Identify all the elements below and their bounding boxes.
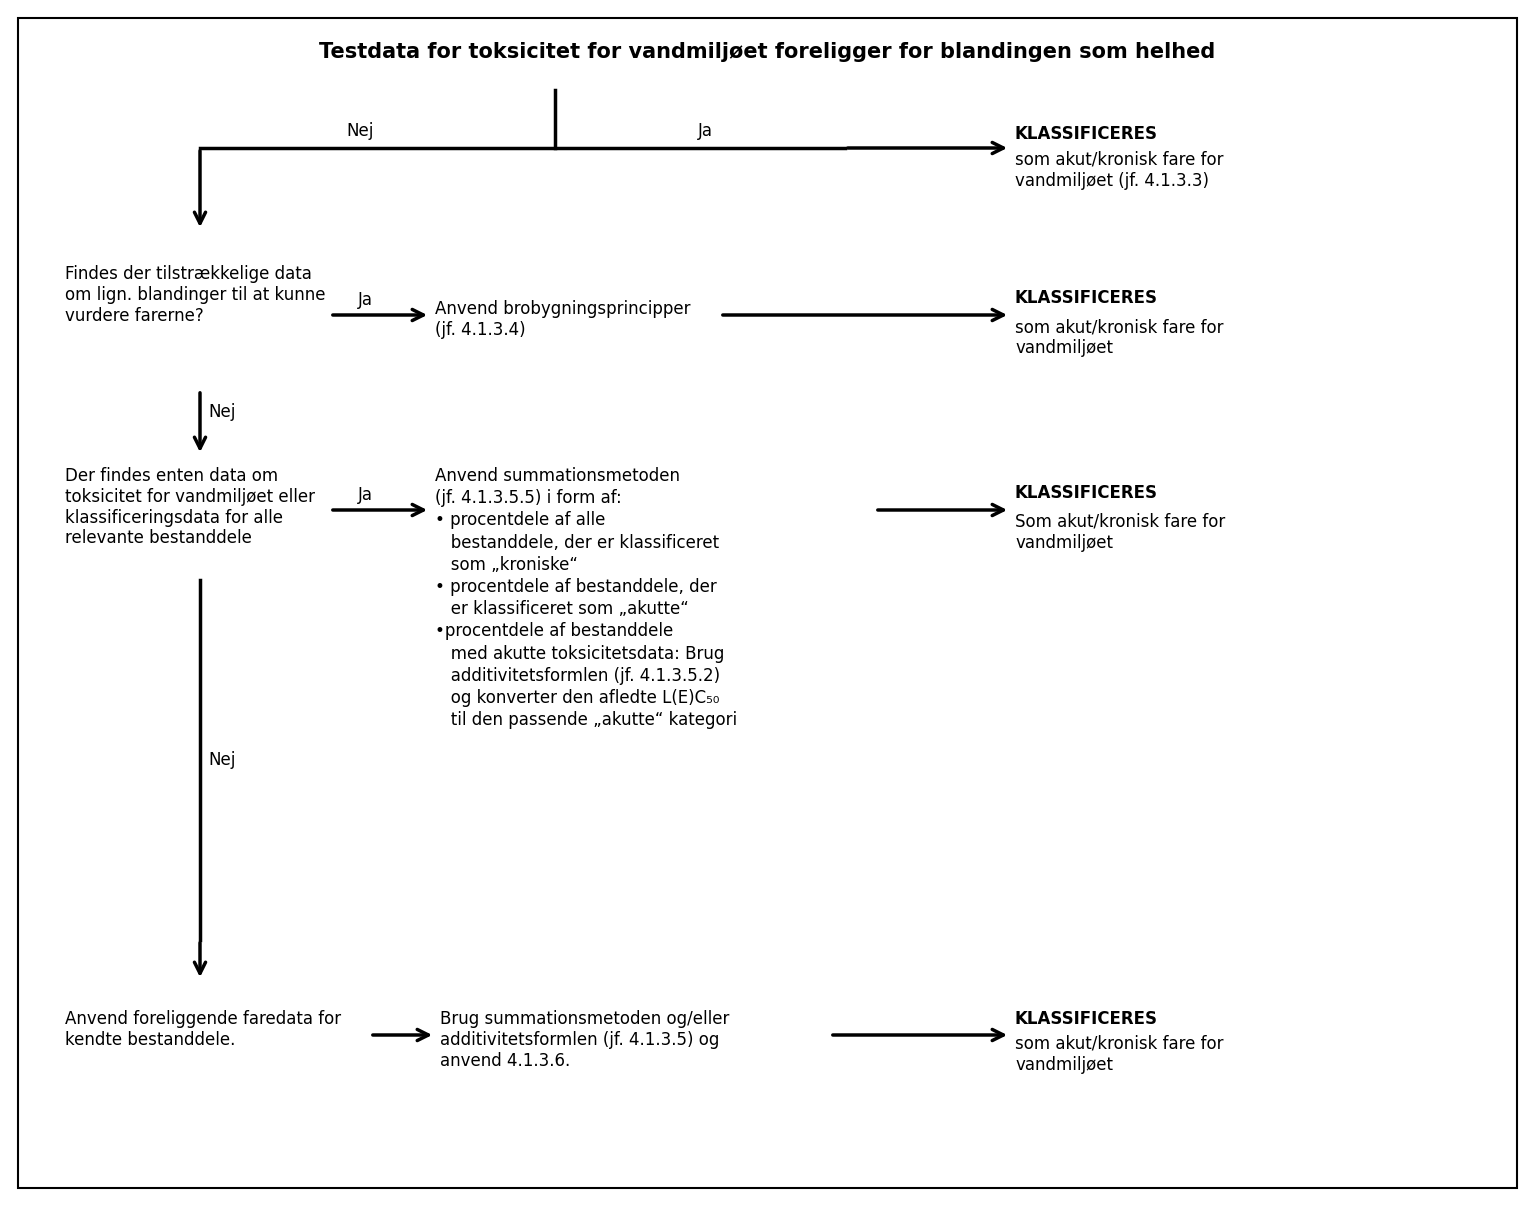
Text: Testdata for toksicitet for vandmiljøet foreligger for blandingen som helhed: Testdata for toksicitet for vandmiljøet …: [319, 42, 1216, 62]
Text: som akut/kronisk fare for
vandmiljøet (jf. 4.1.3.3): som akut/kronisk fare for vandmiljøet (j…: [1015, 151, 1223, 189]
Text: KLASSIFICERES: KLASSIFICERES: [1015, 125, 1157, 144]
Text: Som akut/kronisk fare for
vandmiljøet: Som akut/kronisk fare for vandmiljøet: [1015, 513, 1225, 552]
Text: KLASSIFICERES: KLASSIFICERES: [1015, 484, 1157, 502]
Text: Nej: Nej: [209, 751, 235, 769]
Text: KLASSIFICERES: KLASSIFICERES: [1015, 289, 1157, 308]
Text: Ja: Ja: [697, 122, 712, 140]
Text: KLASSIFICERES: KLASSIFICERES: [1015, 1009, 1157, 1028]
Text: Findes der tilstrækkelige data
om lign. blandinger til at kunne
vurdere farerne?: Findes der tilstrækkelige data om lign. …: [64, 265, 325, 324]
Text: som akut/kronisk fare for
vandmiljøet: som akut/kronisk fare for vandmiljøet: [1015, 318, 1223, 357]
Text: Nej: Nej: [209, 403, 235, 421]
Text: Ja: Ja: [358, 486, 373, 504]
Text: Nej: Nej: [347, 122, 373, 140]
Text: som akut/kronisk fare for
vandmiljøet: som akut/kronisk fare for vandmiljøet: [1015, 1035, 1223, 1073]
Text: Anvend foreliggende faredata for
kendte bestanddele.: Anvend foreliggende faredata for kendte …: [64, 1009, 341, 1049]
Text: Brug summationsmetoden og/eller
additivitetsformlen (jf. 4.1.3.5) og
anvend 4.1.: Brug summationsmetoden og/eller additivi…: [441, 1009, 729, 1070]
Text: Anvend summationsmetoden
(jf. 4.1.3.5.5) i form af:
• procentdele af alle
   bes: Anvend summationsmetoden (jf. 4.1.3.5.5)…: [434, 467, 737, 730]
Text: Anvend brobygningsprincipper
(jf. 4.1.3.4): Anvend brobygningsprincipper (jf. 4.1.3.…: [434, 300, 691, 339]
Text: Ja: Ja: [358, 291, 373, 309]
Text: Der findes enten data om
toksicitet for vandmiljøet eller
klassificeringsdata fo: Der findes enten data om toksicitet for …: [64, 467, 315, 548]
